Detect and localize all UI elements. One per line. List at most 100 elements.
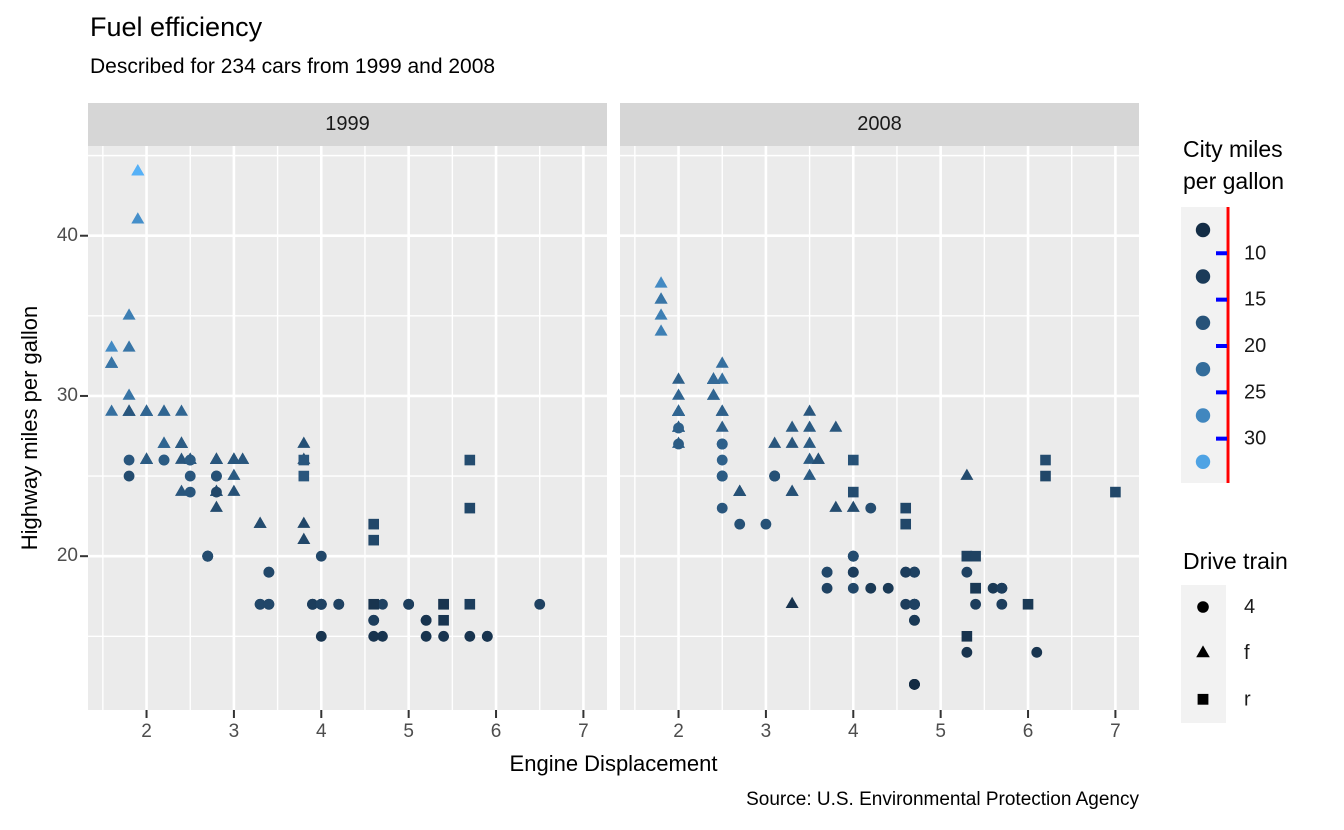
data-point bbox=[909, 614, 920, 626]
y-tick-label: 40 bbox=[56, 224, 78, 246]
x-tick-label: 7 bbox=[578, 721, 589, 742]
city-legend-key bbox=[1195, 315, 1211, 330]
data-point bbox=[803, 436, 817, 448]
y-tick-label: 20 bbox=[56, 545, 78, 567]
data-point bbox=[123, 470, 135, 482]
city-legend-tick-label: 15 bbox=[1244, 289, 1266, 311]
data-point bbox=[909, 598, 920, 610]
data-point bbox=[202, 550, 214, 562]
data-point bbox=[803, 420, 817, 432]
x-tick-label: 5 bbox=[403, 721, 414, 742]
drive-legend-label: 4 bbox=[1244, 596, 1255, 618]
data-point bbox=[253, 516, 267, 528]
city-legend-key bbox=[1195, 408, 1211, 423]
data-point bbox=[785, 596, 799, 609]
drive-train-legend-title: Drive train bbox=[1183, 548, 1288, 574]
data-point bbox=[847, 486, 859, 498]
data-point bbox=[734, 518, 746, 530]
data-point bbox=[227, 452, 241, 464]
city-legend-key bbox=[1195, 454, 1211, 469]
data-point bbox=[769, 470, 781, 482]
data-point bbox=[122, 308, 136, 320]
x-tick-label: 6 bbox=[490, 721, 502, 742]
city-legend-key bbox=[1195, 269, 1211, 284]
data-point bbox=[1022, 598, 1034, 610]
data-point bbox=[263, 598, 275, 610]
data-point bbox=[368, 518, 380, 530]
data-point bbox=[996, 582, 1008, 594]
data-point bbox=[105, 404, 119, 416]
data-point bbox=[157, 404, 171, 416]
city-legend-tick-label: 30 bbox=[1244, 428, 1266, 450]
city-legend-key bbox=[1195, 362, 1211, 377]
data-point bbox=[996, 598, 1008, 610]
data-point bbox=[368, 598, 380, 610]
data-point bbox=[715, 404, 729, 416]
data-point bbox=[1040, 454, 1051, 466]
city-legend-tick-label: 10 bbox=[1244, 242, 1266, 264]
data-point bbox=[829, 420, 843, 432]
data-point bbox=[209, 452, 223, 464]
data-point bbox=[672, 388, 686, 400]
data-point bbox=[368, 534, 380, 546]
x-tick-label: 4 bbox=[315, 721, 327, 742]
data-point bbox=[900, 518, 912, 530]
data-point bbox=[733, 484, 747, 496]
data-point bbox=[803, 452, 817, 464]
plot-title: Fuel efficiency bbox=[90, 12, 263, 42]
data-point bbox=[847, 550, 859, 562]
data-point bbox=[534, 598, 546, 610]
drive-legend-label: r bbox=[1244, 688, 1251, 710]
data-point bbox=[122, 388, 136, 400]
data-point bbox=[184, 470, 196, 482]
data-point bbox=[227, 468, 241, 480]
data-point bbox=[420, 614, 432, 626]
data-point bbox=[211, 486, 222, 498]
facet-strip-1999: 1999 bbox=[88, 103, 607, 146]
data-point bbox=[105, 340, 119, 352]
x-tick-label: 6 bbox=[1022, 721, 1034, 742]
data-point bbox=[315, 630, 327, 642]
data-point bbox=[131, 212, 145, 224]
data-point bbox=[123, 454, 135, 466]
city-legend-tick bbox=[1216, 251, 1227, 256]
x-tick-label: 2 bbox=[673, 721, 684, 742]
data-point bbox=[960, 468, 974, 480]
data-point bbox=[715, 420, 729, 432]
data-point bbox=[715, 356, 729, 368]
data-point bbox=[122, 404, 136, 416]
data-point bbox=[970, 550, 981, 562]
data-point bbox=[961, 646, 973, 658]
x-tick-label: 2 bbox=[141, 721, 152, 742]
data-point bbox=[961, 630, 973, 642]
data-point bbox=[140, 452, 154, 464]
data-point bbox=[377, 598, 388, 610]
city-legend-tick bbox=[1216, 344, 1227, 348]
data-point bbox=[654, 276, 668, 288]
data-point bbox=[298, 454, 310, 466]
data-point bbox=[158, 454, 170, 466]
data-point bbox=[209, 500, 223, 512]
data-point bbox=[184, 454, 196, 466]
data-point bbox=[803, 468, 817, 480]
data-point bbox=[672, 404, 686, 416]
drive-legend-square-key bbox=[1197, 693, 1209, 705]
data-point bbox=[672, 372, 686, 384]
data-point bbox=[785, 420, 799, 432]
data-point bbox=[909, 566, 920, 578]
data-point bbox=[760, 518, 772, 530]
data-point bbox=[821, 582, 833, 594]
data-point bbox=[377, 630, 388, 642]
data-point bbox=[847, 566, 859, 578]
data-point bbox=[961, 550, 973, 562]
x-tick-label: 7 bbox=[1110, 721, 1121, 742]
data-point bbox=[307, 598, 318, 610]
data-point bbox=[174, 436, 188, 448]
data-point bbox=[706, 372, 720, 384]
data-point bbox=[654, 324, 668, 336]
data-point bbox=[987, 582, 999, 594]
x-axis-title: Engine Displacement bbox=[509, 751, 718, 776]
city-legend-tick bbox=[1216, 436, 1227, 441]
data-point bbox=[368, 614, 380, 626]
data-point bbox=[131, 164, 145, 176]
